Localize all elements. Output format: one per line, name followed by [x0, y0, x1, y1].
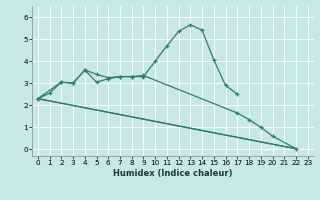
X-axis label: Humidex (Indice chaleur): Humidex (Indice chaleur) [113, 169, 233, 178]
